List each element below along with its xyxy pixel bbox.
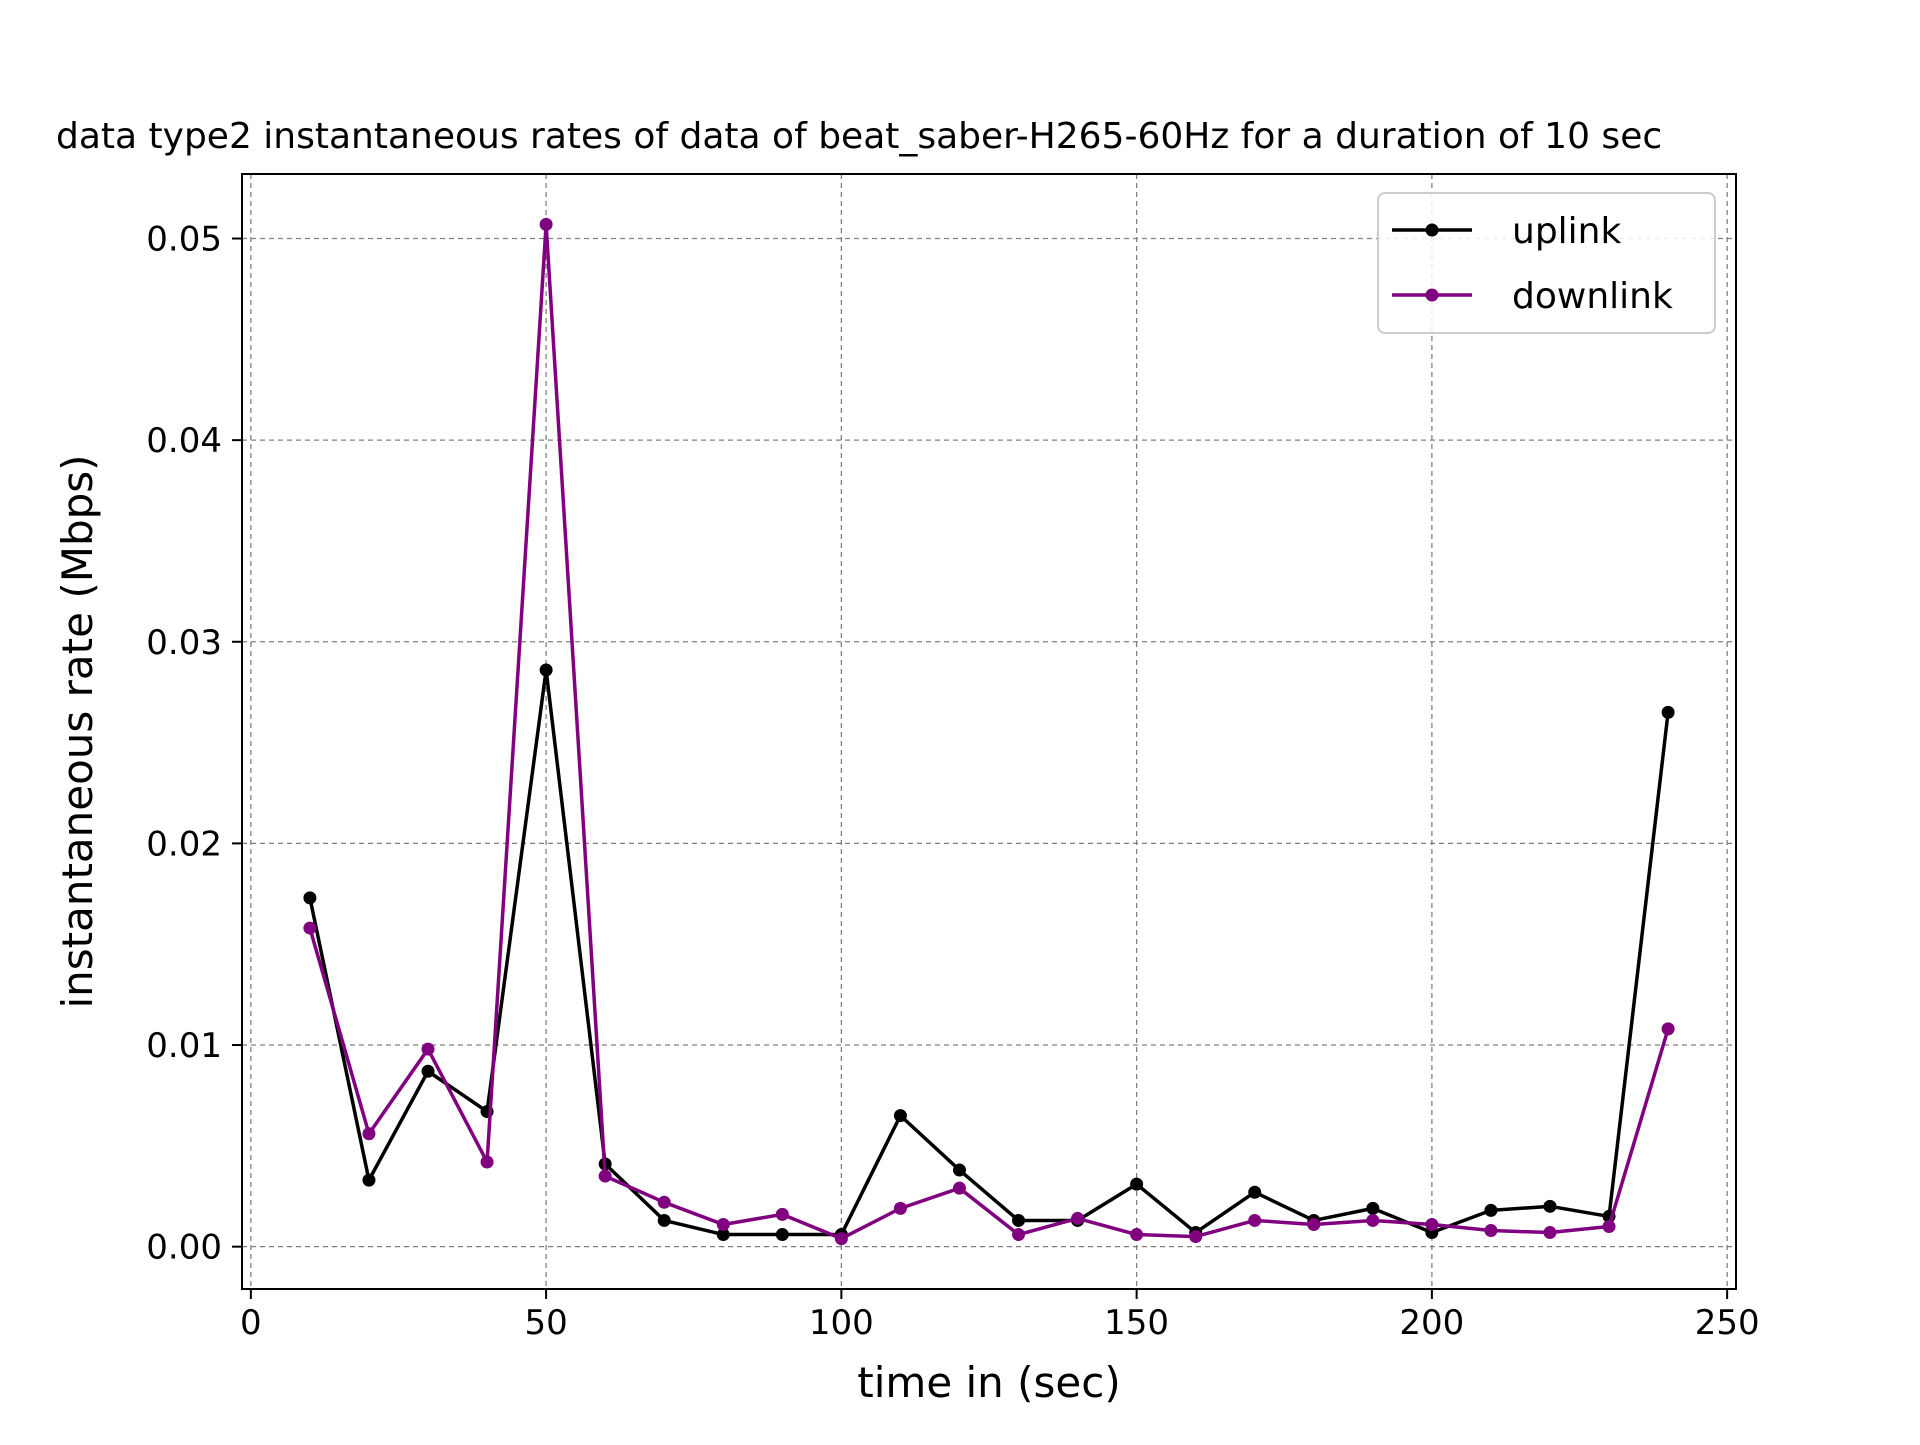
data-point-downlink	[1602, 1219, 1616, 1233]
data-point-uplink	[657, 1213, 671, 1227]
data-point-uplink	[1366, 1201, 1380, 1215]
data-point-downlink	[1130, 1228, 1144, 1242]
series-downlink	[303, 217, 1675, 1246]
series-line-downlink	[308, 222, 1670, 1241]
data-point-uplink	[775, 1228, 789, 1242]
data-point-downlink	[716, 1217, 730, 1231]
series-uplink	[303, 663, 1675, 1242]
data-point-uplink	[303, 891, 317, 905]
data-point-downlink	[775, 1207, 789, 1221]
y-tick-label: 0.03	[146, 623, 222, 663]
y-tick-label: 0.04	[146, 421, 222, 461]
data-point-uplink	[1661, 705, 1675, 719]
data-point-downlink	[834, 1232, 848, 1246]
data-point-downlink	[421, 1042, 435, 1056]
data-point-downlink	[1307, 1217, 1321, 1231]
data-point-uplink	[1543, 1199, 1557, 1213]
chart-title: data type2 instantaneous rates of data o…	[56, 116, 1662, 157]
axes: 0 50 100 150 200 250 0.00 0.01 0.02 0.03 0.04 0.05	[146, 220, 1759, 1343]
legend-box	[1377, 192, 1716, 334]
data-point-downlink	[1484, 1224, 1498, 1238]
data-point-downlink	[539, 217, 553, 231]
legend-marker-uplink	[1425, 223, 1439, 237]
data-point-downlink	[1189, 1230, 1203, 1244]
data-point-downlink	[952, 1181, 966, 1195]
data-point-uplink	[716, 1228, 730, 1242]
y-axis-label: instantaneous rate (Mbps)	[53, 454, 102, 1008]
legend-marker-downlink	[1425, 288, 1439, 302]
data-point-downlink	[893, 1201, 907, 1215]
legend: uplink downlink	[1377, 192, 1716, 334]
data-point-downlink	[480, 1155, 494, 1169]
data-point-downlink	[1661, 1022, 1675, 1036]
data-point-uplink	[539, 663, 553, 677]
data-point-downlink	[1543, 1226, 1557, 1240]
x-axis-label: time in (sec)	[857, 1358, 1120, 1407]
data-point-uplink	[1248, 1185, 1262, 1199]
plot-area-frame	[241, 173, 1737, 1290]
data-point-downlink	[598, 1169, 612, 1183]
data-point-downlink	[1366, 1213, 1380, 1227]
series-group	[303, 217, 1675, 1246]
x-tick-label: 50	[524, 1303, 567, 1343]
data-point-uplink	[1012, 1213, 1026, 1227]
x-tick-label: 0	[240, 1303, 262, 1343]
y-tick-label: 0.05	[146, 220, 222, 260]
x-tick-label: 150	[1104, 1303, 1169, 1343]
data-point-downlink	[1425, 1217, 1439, 1231]
data-point-uplink	[952, 1163, 966, 1177]
data-point-downlink	[1071, 1211, 1085, 1225]
data-point-downlink	[1248, 1213, 1262, 1227]
x-tick-label: 200	[1399, 1303, 1464, 1343]
data-point-uplink	[362, 1173, 376, 1187]
legend-label-uplink: uplink	[1512, 211, 1621, 252]
data-point-uplink	[1484, 1203, 1498, 1217]
series-line-uplink	[308, 668, 1670, 1237]
data-point-uplink	[893, 1109, 907, 1123]
legend-label-downlink: downlink	[1512, 276, 1673, 317]
data-point-uplink	[1130, 1177, 1144, 1191]
y-tick-label: 0.00	[146, 1228, 222, 1268]
data-point-uplink	[421, 1064, 435, 1078]
data-point-downlink	[1012, 1228, 1026, 1242]
x-tick-label: 250	[1695, 1303, 1760, 1343]
data-point-downlink	[362, 1127, 376, 1141]
data-point-downlink	[657, 1195, 671, 1209]
y-tick-label: 0.02	[146, 824, 222, 864]
data-point-downlink	[303, 921, 317, 935]
x-tick-label: 100	[809, 1303, 874, 1343]
y-tick-label: 0.01	[146, 1026, 222, 1066]
